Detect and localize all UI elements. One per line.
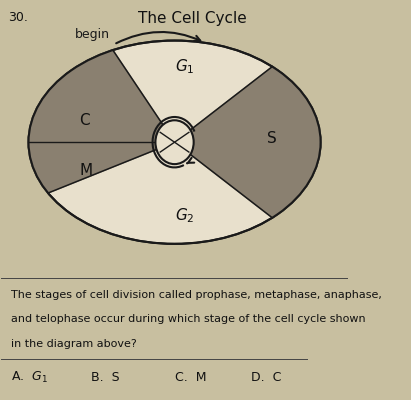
Text: The Cell Cycle: The Cell Cycle	[138, 11, 246, 26]
Text: M: M	[79, 163, 92, 178]
Text: $G_1$: $G_1$	[175, 57, 195, 76]
Text: C: C	[79, 113, 90, 128]
Text: D.  C: D. C	[251, 371, 282, 384]
Text: S: S	[267, 131, 277, 146]
Text: The stages of cell division called prophase, metaphase, anaphase,: The stages of cell division called proph…	[11, 290, 382, 300]
Circle shape	[155, 120, 194, 164]
Text: in the diagram above?: in the diagram above?	[11, 339, 137, 349]
Polygon shape	[28, 50, 175, 193]
Text: A.  $G_1$: A. $G_1$	[11, 370, 48, 385]
Ellipse shape	[28, 40, 321, 244]
Text: begin: begin	[75, 28, 110, 41]
Text: $G_2$: $G_2$	[175, 206, 195, 225]
Text: 30.: 30.	[8, 11, 28, 24]
Polygon shape	[175, 67, 321, 218]
Text: B.  S: B. S	[91, 371, 120, 384]
Text: and telophase occur during which stage of the cell cycle shown: and telophase occur during which stage o…	[11, 314, 366, 324]
Text: C.  M: C. M	[175, 371, 206, 384]
